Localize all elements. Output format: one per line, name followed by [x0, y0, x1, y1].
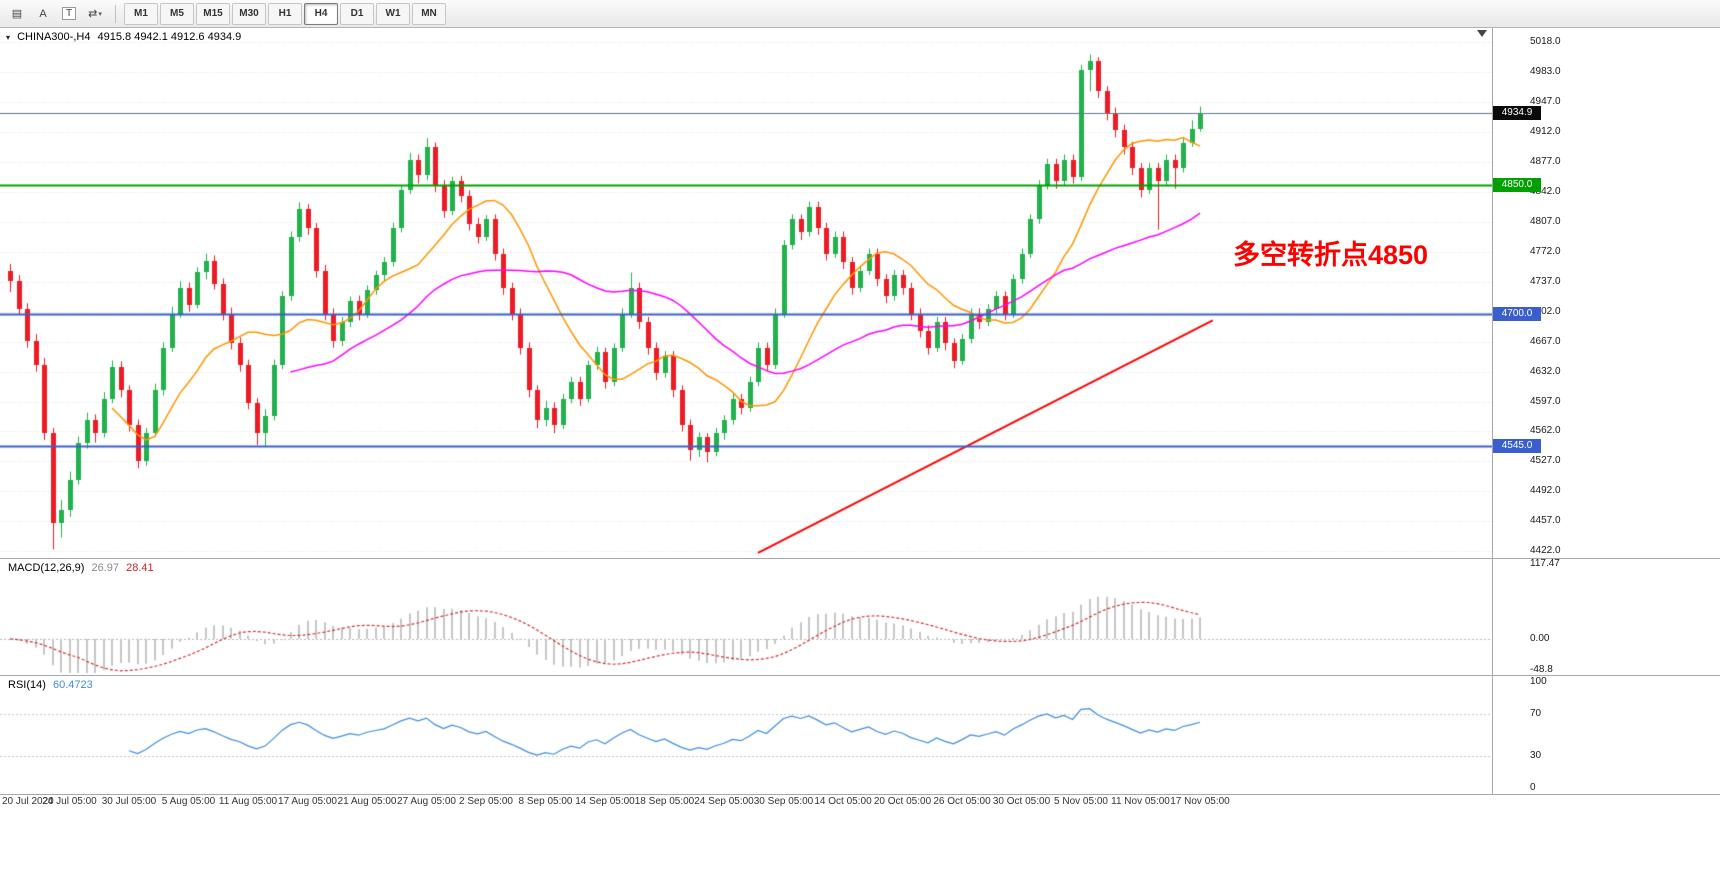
chart-shift-marker-icon[interactable]: [1477, 30, 1487, 37]
tf-button-h1[interactable]: H1: [268, 2, 302, 25]
symbol-timeframe-label: CHINA300-,H4: [17, 31, 91, 43]
macd-label: MACD(12,26,9) 26.97 28.41: [8, 562, 158, 574]
time-axis-label: 5 Nov 05:00: [1054, 796, 1108, 807]
time-axis-label: 30 Sep 05:00: [753, 796, 814, 807]
time-axis-label: 30 Oct 05:00: [992, 796, 1051, 807]
chart-title: ▾ CHINA300-,H4 4915.8 4942.1 4912.6 4934…: [6, 31, 245, 43]
tf-button-d1[interactable]: D1: [340, 2, 374, 25]
dropdown-caret-icon: ▾: [98, 10, 102, 18]
tf-button-m30[interactable]: M30: [232, 2, 266, 25]
ohlc-values: 4915.8 4942.1 4912.6 4934.9: [97, 31, 242, 43]
text-label-tool[interactable]: T: [57, 3, 81, 25]
time-axis-label: 30 Jul 05:00: [101, 796, 157, 807]
time-axis-label: 17 Aug 05:00: [278, 796, 337, 807]
rsi-value: 60.4723: [52, 679, 93, 691]
rsi-name: RSI(14): [8, 679, 46, 691]
toolbar-separator: [115, 4, 116, 23]
macd-main-value: 26.97: [91, 562, 120, 574]
time-axis-label: 20 Jul 2020: [2, 796, 54, 807]
macd-signal-value: 28.41: [126, 562, 154, 574]
time-axis-label: 14 Sep 05:00: [575, 796, 635, 807]
time-axis-label: 18 Sep 05:00: [634, 796, 695, 807]
time-axis-label: 11 Nov 05:00: [1111, 796, 1170, 807]
time-axis-label: 5 Aug 05:00: [161, 796, 216, 807]
market-watch-icon[interactable]: ▤: [11, 8, 23, 20]
tf-button-m1[interactable]: M1: [124, 2, 158, 25]
price-scale-separator: [1492, 28, 1493, 794]
tf-button-w1[interactable]: W1: [376, 2, 410, 25]
time-axis-label: 21 Aug 05:00: [337, 796, 397, 807]
time-axis-label: 26 Oct 05:00: [933, 796, 991, 807]
chart-annotation-text[interactable]: 多空转折点4850: [1233, 240, 1429, 270]
macd-name: MACD(12,26,9): [8, 562, 85, 574]
panel-separator: [0, 794, 1720, 795]
rsi-indicator-canvas[interactable]: [0, 676, 1492, 794]
toolbar: ▤ A T ⇄ ▾ M1 M5 M15 M30 H1 H4 D1 W1 MN: [0, 0, 1720, 28]
tf-button-h4[interactable]: H4: [304, 2, 338, 25]
time-axis-label: 17 Nov 05:00: [1170, 796, 1230, 807]
time-axis-label: 2 Sep 05:00: [459, 796, 513, 807]
time-axis-label: 8 Sep 05:00: [518, 796, 573, 807]
symbol-marker-icon: ▾: [6, 33, 11, 42]
rsi-label: RSI(14) 60.4723: [8, 679, 97, 691]
time-axis-label: 24 Jul 05:00: [42, 796, 97, 807]
tf-button-m5[interactable]: M5: [160, 2, 194, 25]
time-axis-label: 27 Aug 05:00: [397, 796, 456, 807]
tf-button-m15[interactable]: M15: [196, 2, 230, 25]
cycle-symbols-tool[interactable]: ⇄ ▾: [88, 8, 102, 20]
price-scale[interactable]: [1492, 28, 1720, 794]
time-axis-label: 14 Oct 05:00: [814, 796, 872, 807]
crosshair-a-tool[interactable]: A: [39, 7, 47, 20]
time-axis-label: 24 Sep 05:00: [694, 796, 754, 807]
panel-separator: [0, 675, 1720, 676]
panel-separator: [0, 558, 1720, 559]
tf-button-mn[interactable]: MN: [412, 2, 446, 25]
time-axis-label: 20 Oct 05:00: [873, 796, 932, 807]
time-scale[interactable]: 20 Jul 2020 24 Jul 05:00 30 Jul 05:00 5 Aug…: [0, 796, 1492, 812]
macd-indicator-canvas[interactable]: [0, 559, 1492, 675]
main-chart-canvas[interactable]: [0, 28, 1492, 558]
time-axis-label: 11 Aug 05:00: [218, 796, 278, 807]
